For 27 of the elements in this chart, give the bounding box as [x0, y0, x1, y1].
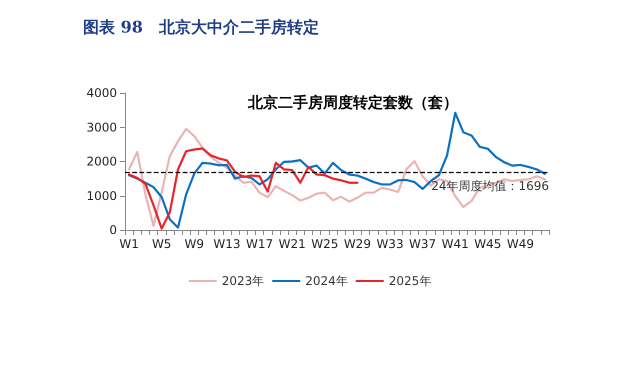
x-tick-label: W25	[311, 237, 338, 251]
line-series	[128, 147, 358, 230]
x-tick-label: W45	[474, 237, 502, 251]
x-tick-label: W37	[409, 237, 436, 251]
y-tick-label: 1000	[86, 188, 117, 203]
x-tick-label: W13	[213, 237, 240, 251]
x-tick-label: W1	[119, 237, 139, 251]
chart-title: 图表 98 北京大中介二手房转定	[83, 18, 319, 36]
legend-label: 2025年	[388, 274, 432, 288]
ref-line-label: 24年周度均值：1696	[431, 178, 549, 193]
x-tick-label: W49	[506, 237, 534, 251]
y-tick-label: 2000	[86, 154, 117, 168]
legend-label: 2024年	[305, 274, 348, 288]
x-tick-label: W29	[344, 237, 371, 251]
y-tick-label: 0	[109, 223, 117, 237]
y-tick-label: 3000	[86, 120, 117, 134]
line-series	[128, 128, 546, 227]
y-tick-label: 4000	[86, 86, 117, 100]
legend-label: 2023年	[222, 274, 264, 288]
x-tick-label: W41	[442, 237, 469, 251]
line-series	[128, 112, 546, 229]
x-tick-label: W21	[278, 237, 306, 251]
x-tick-label: W17	[246, 237, 274, 251]
x-tick-label: W5	[152, 237, 172, 251]
x-tick-label: W9	[184, 237, 204, 251]
chart-subtitle: 北京二手房周度转定套数（套）	[247, 94, 458, 112]
x-tick-label: W33	[376, 237, 404, 251]
